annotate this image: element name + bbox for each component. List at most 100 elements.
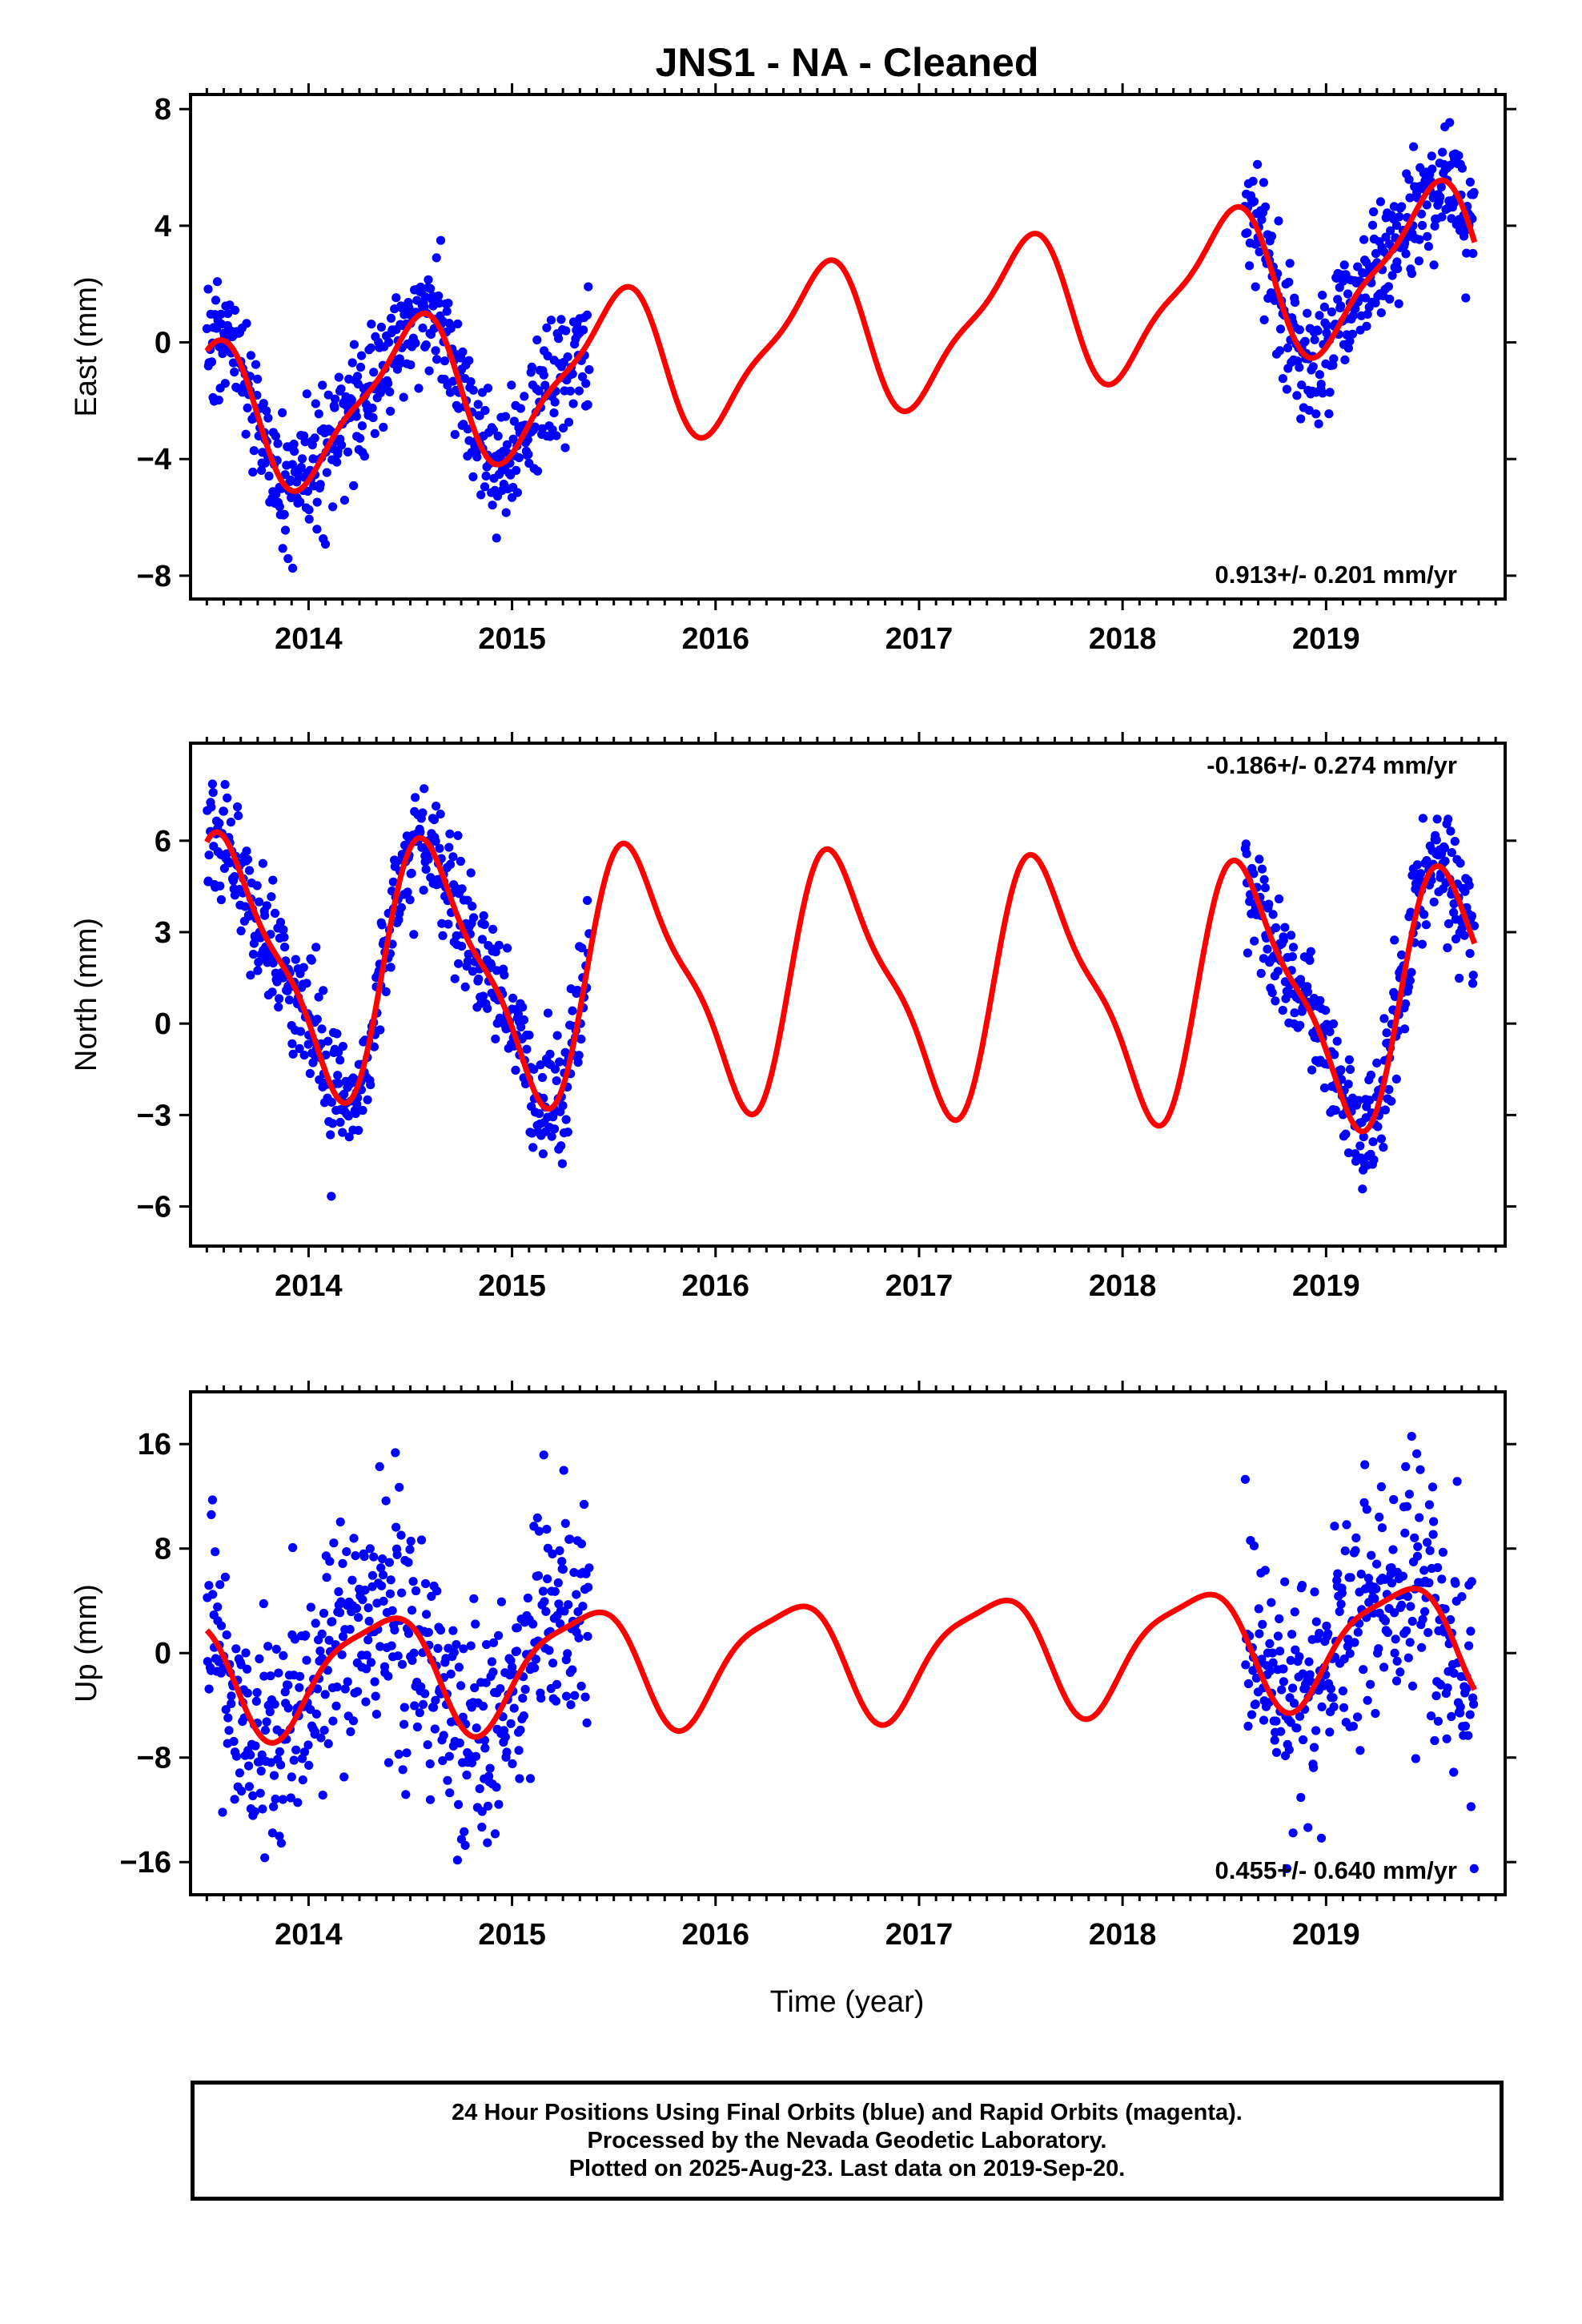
data-point: [359, 452, 369, 461]
data-point: [208, 788, 218, 798]
y-tick-label: −6: [137, 1191, 171, 1224]
data-point: [1412, 860, 1422, 870]
data-point: [446, 1669, 456, 1679]
data-point: [1274, 216, 1283, 226]
data-point: [466, 868, 476, 878]
data-point: [258, 1804, 267, 1814]
data-point: [291, 1745, 301, 1755]
data-point: [523, 1593, 533, 1603]
data-point: [1403, 1653, 1413, 1663]
data-point: [1314, 419, 1323, 428]
data-point: [327, 1097, 336, 1107]
data-point: [568, 1006, 577, 1015]
data-point: [528, 1143, 538, 1152]
data-point: [306, 1602, 315, 1612]
data-point: [231, 1751, 242, 1761]
data-point: [1285, 259, 1295, 268]
data-point: [1362, 321, 1371, 331]
data-point: [548, 1549, 557, 1558]
data-point: [509, 1703, 519, 1713]
data-point: [578, 1602, 588, 1611]
data-point: [347, 395, 356, 405]
data-point: [1266, 1666, 1275, 1675]
x-tick-label: 2016: [682, 622, 750, 656]
data-point: [519, 1711, 528, 1721]
data-point: [295, 1043, 304, 1053]
data-point: [377, 1581, 387, 1590]
data-point: [1336, 301, 1346, 311]
data-point: [283, 553, 293, 564]
data-point: [1420, 1606, 1430, 1616]
data-point: [471, 1619, 480, 1629]
data-point: [544, 1646, 554, 1655]
data-point: [582, 1718, 592, 1727]
data-point: [1284, 277, 1294, 287]
data-point: [241, 429, 251, 439]
data-point: [1447, 214, 1456, 223]
data-point: [340, 1684, 350, 1694]
data-point: [270, 908, 280, 918]
data-point: [560, 1518, 570, 1528]
data-point: [1467, 1577, 1476, 1586]
data-point: [494, 940, 504, 950]
data-point: [583, 895, 592, 905]
data-point: [1455, 973, 1464, 983]
data-point: [1391, 1634, 1400, 1644]
data-point: [523, 435, 532, 444]
data-point: [393, 1651, 403, 1661]
y-tick-label: 8: [155, 93, 171, 127]
data-point: [1421, 920, 1431, 930]
data-point: [1305, 1670, 1315, 1679]
data-point: [257, 465, 267, 476]
data-point: [1315, 1628, 1324, 1638]
data-point: [1465, 177, 1475, 187]
data-point: [1430, 221, 1439, 231]
caption-box: 24 Hour Positions Using Final Orbits (bl…: [191, 2081, 1504, 2201]
data-point: [1443, 919, 1454, 929]
data-point: [1339, 1703, 1349, 1712]
data-point: [320, 539, 331, 549]
data-point: [207, 802, 216, 812]
data-point: [1375, 197, 1385, 207]
data-point: [274, 1668, 283, 1678]
data-point: [1363, 1695, 1372, 1705]
data-point: [384, 1558, 394, 1567]
data-point: [1466, 1802, 1476, 1811]
data-point: [1292, 1723, 1302, 1733]
data-point: [390, 1625, 400, 1634]
data-point: [1370, 1594, 1379, 1603]
data-point: [1288, 943, 1299, 952]
data-point: [1369, 1155, 1379, 1164]
data-point: [446, 324, 456, 333]
data-point: [576, 1035, 586, 1044]
x-tick-label: 2019: [1292, 622, 1360, 656]
data-point: [576, 1539, 587, 1549]
x-axis-label: Time (year): [770, 1985, 925, 2019]
data-point: [1259, 875, 1269, 884]
data-point: [561, 1115, 571, 1124]
data-point: [1422, 200, 1431, 210]
data-point: [1241, 1660, 1251, 1670]
data-point: [1263, 944, 1272, 954]
data-point: [518, 1003, 528, 1012]
data-point: [1348, 311, 1358, 320]
data-point: [491, 947, 500, 957]
data-point: [339, 1089, 349, 1099]
data-point: [1332, 1036, 1342, 1046]
data-point: [342, 1547, 351, 1557]
data-point: [1407, 1681, 1418, 1691]
data-point: [1423, 1538, 1432, 1547]
data-point: [407, 868, 416, 878]
data-point: [1342, 1520, 1351, 1530]
data-point: [476, 490, 486, 500]
data-point: [297, 454, 307, 464]
data-point: [1424, 1500, 1434, 1510]
data-point: [508, 1759, 517, 1768]
data-point: [243, 1688, 252, 1698]
data-point: [345, 1625, 355, 1634]
data-point: [1303, 308, 1312, 318]
data-point: [452, 1640, 461, 1650]
data-point: [516, 1725, 525, 1735]
data-point: [1251, 282, 1260, 292]
data-point: [255, 1654, 264, 1663]
